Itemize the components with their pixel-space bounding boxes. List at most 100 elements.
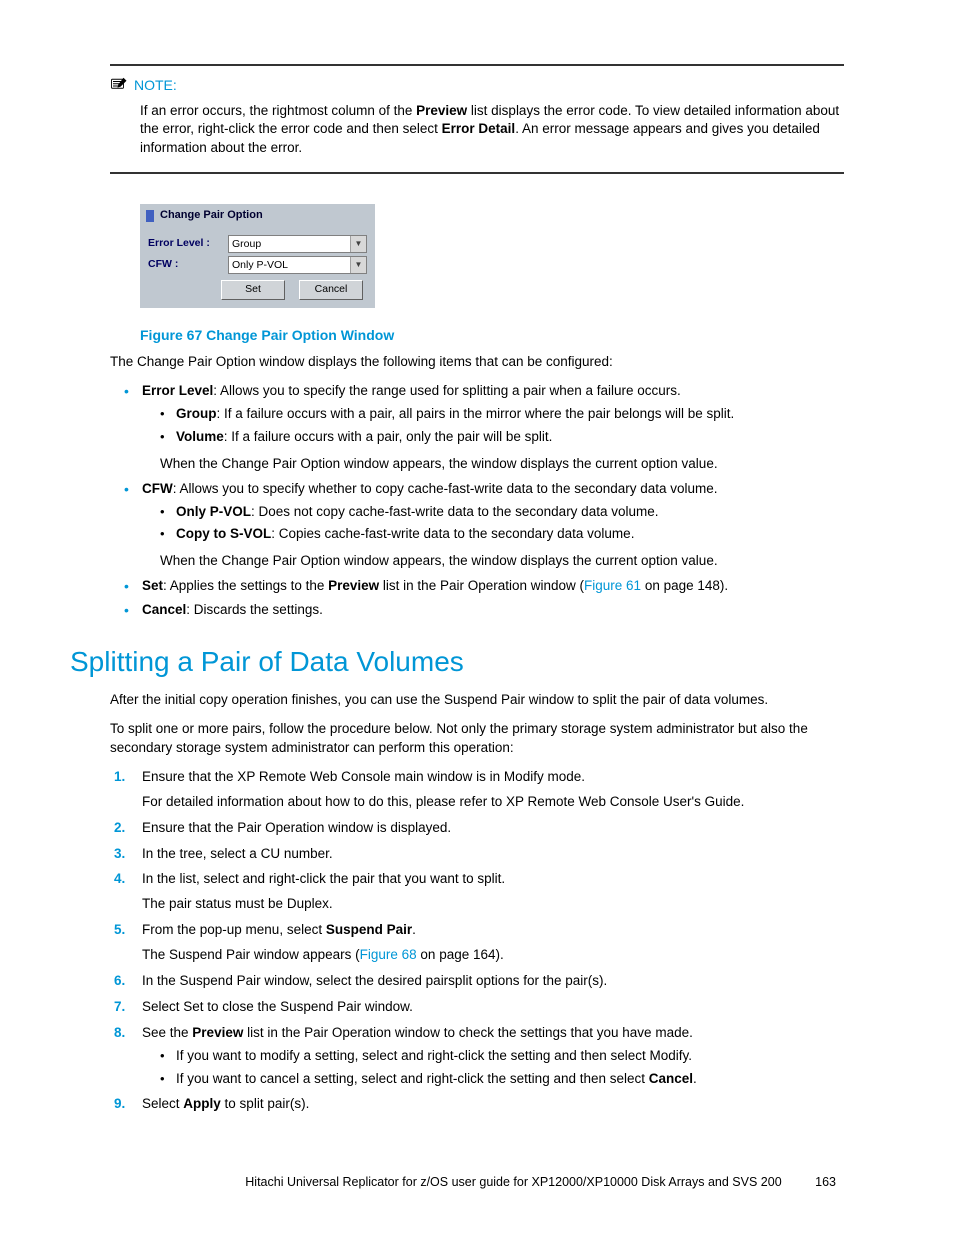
note-rule-bottom <box>110 172 844 174</box>
bullet-set-bold: Set <box>142 578 163 593</box>
sub-volume: Volume: If a failure occurs with a pair,… <box>160 428 844 447</box>
step-9: Select Apply to split pair(s). <box>114 1095 844 1114</box>
intro-paragraph: The Change Pair Option window displays t… <box>110 353 844 372</box>
step-8-sub2-bold: Cancel <box>649 1071 693 1086</box>
bullet-set-mid: list in the Pair Operation window ( <box>379 578 584 593</box>
bullet-cfw: CFW: Allows you to specify whether to co… <box>124 480 844 572</box>
step-6: In the Suspend Pair window, select the d… <box>114 972 844 991</box>
step-8-pre: See the <box>142 1025 192 1040</box>
options-list: Error Level: Allows you to specify the r… <box>124 382 844 620</box>
bullet-set-pre: : Applies the settings to the <box>163 578 328 593</box>
bullet-set-post: on page 148). <box>641 578 728 593</box>
step-5-pre: From the pop-up menu, select <box>142 922 326 937</box>
step-8-post: list in the Pair Operation window to che… <box>243 1025 693 1040</box>
sub-svol-text: : Copies cache-fast-write data to the se… <box>271 526 634 541</box>
step-8-sub1: If you want to modify a setting, select … <box>160 1047 844 1066</box>
step-7-text: Select Set to close the Suspend Pair win… <box>142 999 413 1014</box>
step-9-bold: Apply <box>183 1096 221 1111</box>
sub-svol-bold: Copy to S-VOL <box>176 526 271 541</box>
note-header: NOTE: <box>110 76 844 96</box>
error-level-combo[interactable]: Group ▼ <box>228 235 367 253</box>
step-2-text: Ensure that the Pair Operation window is… <box>142 820 451 835</box>
step-2: Ensure that the Pair Operation window is… <box>114 819 844 838</box>
step-8: See the Preview list in the Pair Operati… <box>114 1024 844 1089</box>
bullet-cancel-bold: Cancel <box>142 602 186 617</box>
sub-group: Group: If a failure occurs with a pair, … <box>160 405 844 424</box>
bullet-error-level-text: : Allows you to specify the range used f… <box>213 383 681 398</box>
figure-caption: Figure 67 Change Pair Option Window <box>140 326 844 346</box>
footer-text: Hitachi Universal Replicator for z/OS us… <box>245 1175 781 1189</box>
step-3: In the tree, select a CU number. <box>114 845 844 864</box>
page-footer: Hitachi Universal Replicator for z/OS us… <box>110 1174 844 1192</box>
step-5-post: . <box>412 922 416 937</box>
section-p1: After the initial copy operation finishe… <box>110 691 844 710</box>
bullet-cancel-text: : Discards the settings. <box>186 602 323 617</box>
step-9-post: to split pair(s). <box>221 1096 310 1111</box>
note-rule-top <box>110 64 844 66</box>
step-5-extra-post: on page 164). <box>417 947 504 962</box>
note-icon <box>110 76 128 96</box>
note-text: If an error occurs, the rightmost column… <box>140 102 844 159</box>
error-level-after: When the Change Pair Option window appea… <box>160 455 844 474</box>
dialog-title-text: Change Pair Option <box>160 208 263 223</box>
cfw-after: When the Change Pair Option window appea… <box>160 552 844 571</box>
page-number: 163 <box>815 1175 836 1189</box>
step-7: Select Set to close the Suspend Pair win… <box>114 998 844 1017</box>
note-bold-errordetail: Error Detail <box>442 121 516 136</box>
sub-pvol: Only P-VOL: Does not copy cache-fast-wri… <box>160 503 844 522</box>
step-1-extra: For detailed information about how to do… <box>142 793 844 812</box>
error-level-label: Error Level : <box>148 236 228 251</box>
step-4: In the list, select and right-click the … <box>114 870 844 914</box>
bullet-cancel: Cancel: Discards the settings. <box>124 601 844 620</box>
step-1: Ensure that the XP Remote Web Console ma… <box>114 768 844 812</box>
dialog-body: Error Level : Group ▼ CFW : Only P-VOL ▼… <box>140 228 375 308</box>
bullet-error-level-bold: Error Level <box>142 383 213 398</box>
bullet-cfw-bold: CFW <box>142 481 173 496</box>
step-5-bold: Suspend Pair <box>326 922 412 937</box>
step-4-extra: The pair status must be Duplex. <box>142 895 844 914</box>
bullet-set: Set: Applies the settings to the Preview… <box>124 577 844 596</box>
sub-volume-text: : If a failure occurs with a pair, only … <box>224 429 553 444</box>
error-level-value: Group <box>229 236 350 252</box>
figure-61-link[interactable]: Figure 61 <box>584 578 641 593</box>
step-6-text: In the Suspend Pair window, select the d… <box>142 973 607 988</box>
step-8-sub2: If you want to cancel a setting, select … <box>160 1070 844 1089</box>
step-8-sub2-post: . <box>693 1071 697 1086</box>
section-p2: To split one or more pairs, follow the p… <box>110 720 844 758</box>
section-heading: Splitting a Pair of Data Volumes <box>70 642 844 681</box>
procedure-steps: Ensure that the XP Remote Web Console ma… <box>114 768 844 1114</box>
chevron-down-icon[interactable]: ▼ <box>350 257 366 273</box>
step-5-extra: The Suspend Pair window appears (Figure … <box>142 946 844 965</box>
step-5-extra-pre: The Suspend Pair window appears ( <box>142 947 360 962</box>
dialog-row-error-level: Error Level : Group ▼ <box>148 235 367 253</box>
dialog-title-icon <box>146 210 154 222</box>
step-1-text: Ensure that the XP Remote Web Console ma… <box>142 769 585 784</box>
step-8-sub2-pre: If you want to cancel a setting, select … <box>176 1071 649 1086</box>
bullet-error-level: Error Level: Allows you to specify the r… <box>124 382 844 474</box>
chevron-down-icon[interactable]: ▼ <box>350 236 366 252</box>
sub-group-text: : If a failure occurs with a pair, all p… <box>217 406 735 421</box>
dialog-title-bar: Change Pair Option <box>140 204 375 227</box>
error-level-sublist: Group: If a failure occurs with a pair, … <box>160 405 844 447</box>
step-5: From the pop-up menu, select Suspend Pai… <box>114 921 844 965</box>
note-text-pre: If an error occurs, the rightmost column… <box>140 103 416 118</box>
note-block: NOTE: If an error occurs, the rightmost … <box>110 64 844 174</box>
figure-68-link[interactable]: Figure 68 <box>360 947 417 962</box>
sub-volume-bold: Volume <box>176 429 224 444</box>
step-4-text: In the list, select and right-click the … <box>142 871 505 886</box>
set-button[interactable]: Set <box>221 280 285 300</box>
dialog-buttons: Set Cancel <box>148 280 367 300</box>
step-3-text: In the tree, select a CU number. <box>142 846 333 861</box>
cfw-combo[interactable]: Only P-VOL ▼ <box>228 256 367 274</box>
bullet-cfw-text: : Allows you to specify whether to copy … <box>173 481 718 496</box>
cancel-button[interactable]: Cancel <box>299 280 363 300</box>
sub-svol: Copy to S-VOL: Copies cache-fast-write d… <box>160 525 844 544</box>
note-bold-preview: Preview <box>416 103 467 118</box>
note-label: NOTE: <box>134 76 177 96</box>
step-8-bold: Preview <box>192 1025 243 1040</box>
bullet-set-bold2: Preview <box>328 578 379 593</box>
step-8-sub1-text: If you want to modify a setting, select … <box>176 1048 692 1063</box>
cfw-label: CFW : <box>148 257 228 272</box>
dialog-row-cfw: CFW : Only P-VOL ▼ <box>148 256 367 274</box>
sub-pvol-text: : Does not copy cache-fast-write data to… <box>251 504 658 519</box>
